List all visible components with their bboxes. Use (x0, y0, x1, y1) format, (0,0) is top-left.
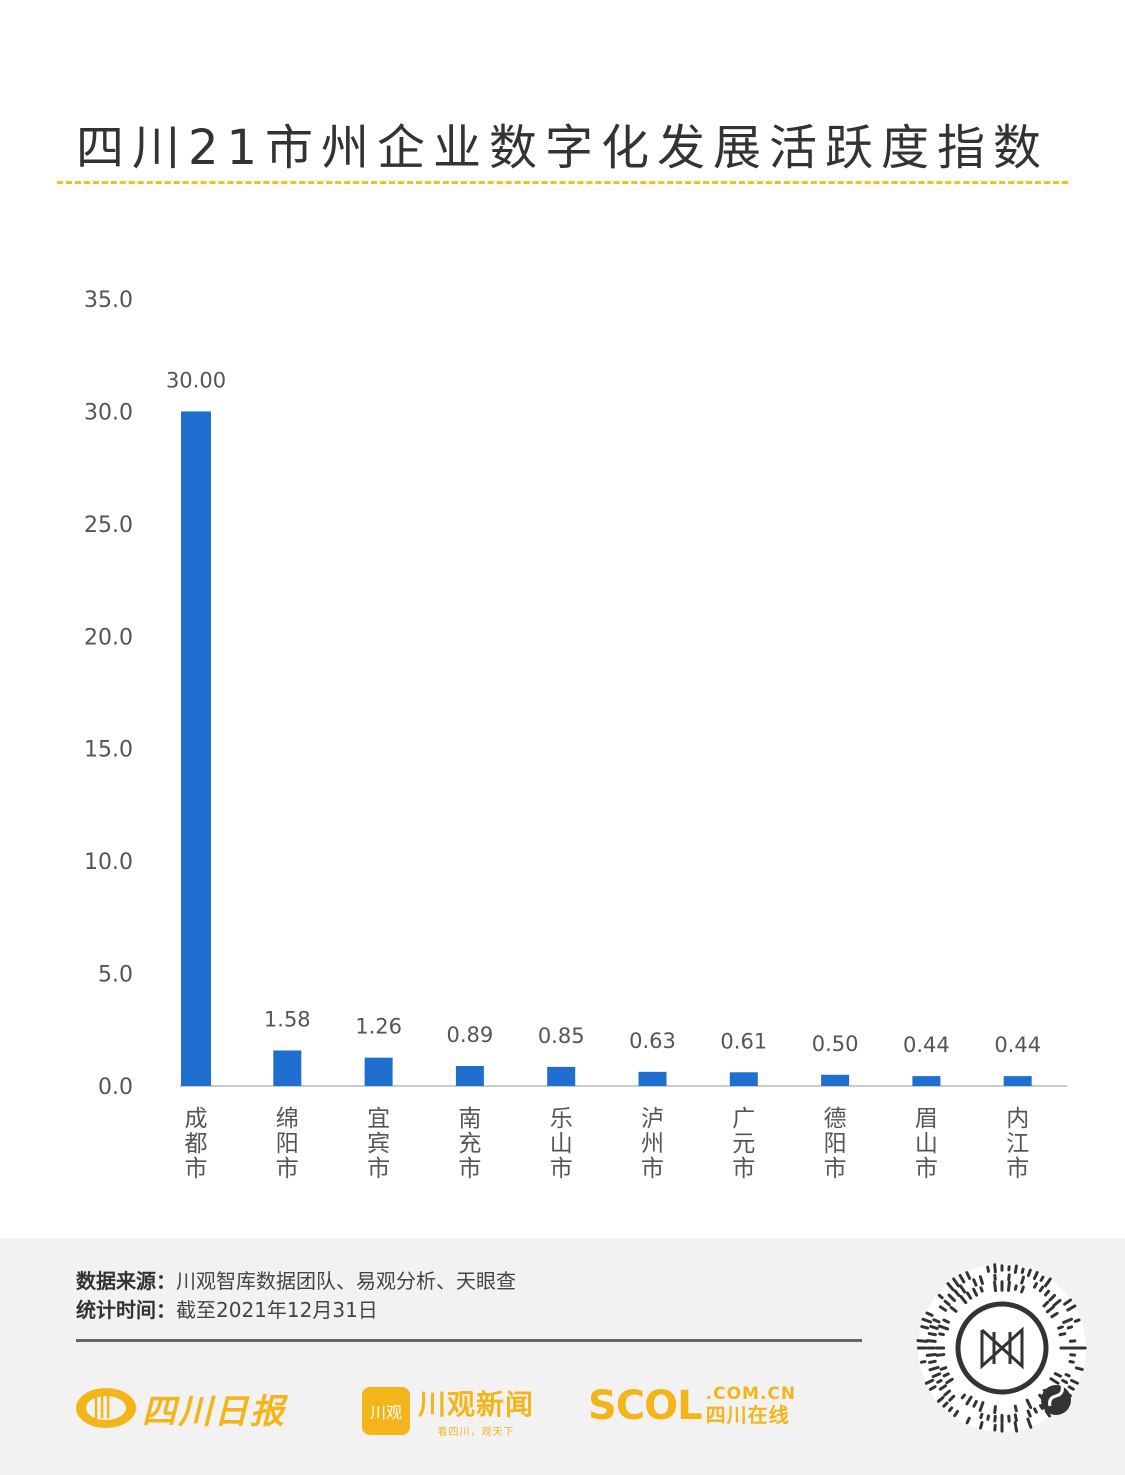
scol-logo: SCOL .COM.CN 四川在线 (588, 1384, 796, 1428)
y-tick-label: 20.0 (84, 625, 133, 650)
data-source-label: 数据来源： (76, 1269, 176, 1293)
sichuan-daily-name: 四川日报 (142, 1391, 286, 1432)
bar (547, 1066, 576, 1086)
data-label: 0.44 (903, 1033, 950, 1057)
x-tick-label: 绵阳市 (276, 1106, 299, 1182)
x-tick-label: 眉山市 (915, 1106, 938, 1182)
data-label: 0.61 (720, 1029, 767, 1053)
data-label: 0.63 (629, 1029, 676, 1053)
x-tick-label: 乐山市 (550, 1106, 573, 1182)
y-tick-label: 10.0 (84, 850, 133, 875)
scol-domain: .COM.CN (705, 1384, 797, 1404)
bar (181, 411, 211, 1086)
sichuan-daily-logo: 四川日报 (76, 1380, 286, 1436)
chuanguan-badge-icon: 川观 (362, 1386, 410, 1435)
bar (729, 1072, 758, 1086)
title-divider (57, 181, 1068, 184)
sichuan-daily-emblem-icon (76, 1388, 136, 1428)
bar (821, 1074, 850, 1086)
bar (1003, 1076, 1032, 1086)
bar (455, 1065, 484, 1086)
bar-chart: 0.0 5.0 10.0 15.0 20.0 25.0 30.0 35.0 30.00 成都市 1.… (84, 288, 1067, 1182)
y-tick-label: 5.0 (98, 963, 133, 988)
data-source-line: 数据来源：川观智库数据团队、易观分析、天眼查 (76, 1265, 516, 1294)
x-tick-label: 广元市 (732, 1106, 755, 1182)
footer-divider (76, 1339, 862, 1342)
y-tick-label: 30.0 (84, 400, 133, 425)
mini-program-code-icon[interactable] (916, 1262, 1088, 1434)
stat-time-text: 截至2021年12月31日 (176, 1298, 378, 1322)
x-tick-label: 泸州市 (641, 1106, 664, 1182)
bar (912, 1076, 941, 1086)
x-tick-label: 内江市 (1006, 1106, 1029, 1182)
x-tick-label: 宜宾市 (367, 1106, 390, 1182)
y-tick-label: 15.0 (84, 738, 133, 763)
data-label: 0.44 (994, 1033, 1041, 1057)
data-label: 0.89 (447, 1023, 494, 1047)
data-label: 30.00 (166, 368, 226, 392)
data-label: 0.50 (812, 1032, 859, 1056)
bar (273, 1050, 302, 1086)
stat-time-label: 统计时间： (76, 1298, 176, 1322)
x-tick-label: 成都市 (185, 1106, 208, 1182)
x-tick-label: 南充市 (458, 1106, 481, 1182)
x-tick-label: 德阳市 (824, 1106, 847, 1182)
bar (364, 1057, 393, 1086)
chuanguan-news-logo: 川观 川观新闻 看四川，观天下 (362, 1383, 534, 1438)
y-tick-label: 35.0 (84, 288, 133, 313)
chuanguan-news-name: 川观新闻 (418, 1388, 535, 1421)
data-label: 1.58 (264, 1007, 311, 1031)
scol-chinese-name: 四川在线 (705, 1403, 790, 1427)
data-source-text: 川观智库数据团队、易观分析、天眼查 (176, 1269, 516, 1293)
stat-time-line: 统计时间：截至2021年12月31日 (76, 1294, 378, 1323)
y-tick-label: 0.0 (98, 1075, 133, 1100)
chart-title: 四川21市州企业数字化发展活跃度指数 (75, 120, 1050, 176)
data-label: 0.85 (538, 1024, 585, 1048)
y-tick-label: 25.0 (84, 513, 133, 538)
data-label: 1.26 (355, 1015, 402, 1039)
scol-wordmark: SCOL (588, 1383, 703, 1429)
chuanguan-news-slogan: 看四川，观天下 (437, 1427, 515, 1438)
bar (638, 1071, 667, 1086)
